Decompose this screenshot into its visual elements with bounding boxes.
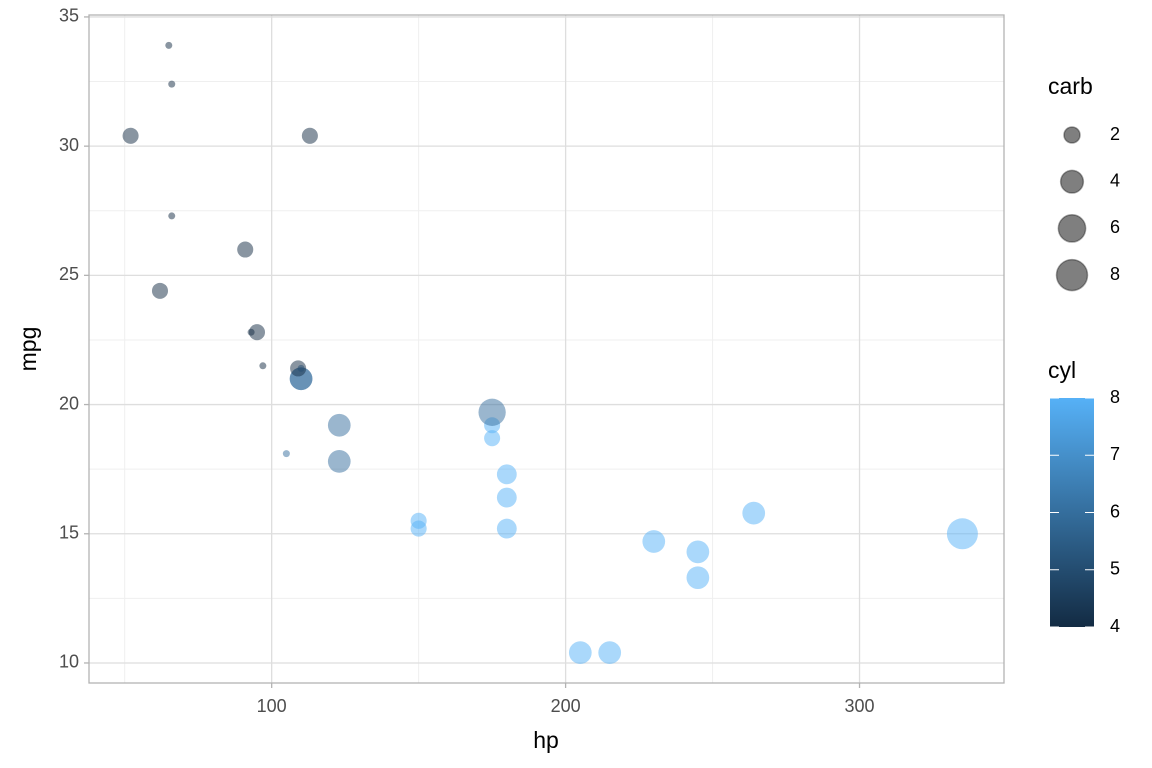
point xyxy=(686,540,710,564)
y-tick-label: 15 xyxy=(59,523,79,543)
legend-key xyxy=(1059,169,1085,194)
legend-key xyxy=(1057,214,1087,243)
y-tick-label: 35 xyxy=(59,6,79,26)
panel-border xyxy=(88,14,1005,684)
legend-label: 4 xyxy=(1110,170,1120,190)
color-legend-title: cyl xyxy=(1048,357,1076,383)
legend-label: 8 xyxy=(1110,264,1120,284)
legend-key xyxy=(1055,258,1089,292)
point xyxy=(282,450,290,458)
x-tick-label: 300 xyxy=(845,696,875,716)
point xyxy=(168,212,176,220)
point xyxy=(237,241,254,258)
y-axis-title: mpg xyxy=(15,327,41,372)
point xyxy=(301,127,318,144)
point xyxy=(568,641,592,664)
legend-label: 2 xyxy=(1110,124,1120,144)
point xyxy=(122,127,139,144)
colorbar-label: 6 xyxy=(1110,501,1120,521)
y-tick-label: 10 xyxy=(59,652,79,672)
x-tick-label: 200 xyxy=(551,696,581,716)
point xyxy=(259,362,267,370)
colorbar-label: 4 xyxy=(1110,616,1120,636)
point xyxy=(686,566,710,590)
point xyxy=(642,530,666,553)
size-legend-title: carb xyxy=(1048,73,1093,99)
point xyxy=(946,518,978,550)
point xyxy=(248,324,266,341)
point xyxy=(327,413,351,437)
point xyxy=(410,520,427,537)
point xyxy=(496,487,517,508)
y-tick-label: 30 xyxy=(59,135,79,155)
point xyxy=(478,398,506,426)
point xyxy=(496,518,517,539)
point xyxy=(598,641,622,664)
colorbar-label: 8 xyxy=(1110,387,1120,407)
point xyxy=(484,430,501,447)
point xyxy=(327,450,351,473)
x-axis-title: hp xyxy=(533,727,559,753)
x-tick-label: 100 xyxy=(257,696,287,716)
legend-label: 6 xyxy=(1110,217,1120,237)
colorbar-label: 7 xyxy=(1110,444,1120,464)
y-tick-label: 20 xyxy=(59,393,79,413)
point xyxy=(742,501,766,525)
point xyxy=(165,41,173,49)
colorbar-label: 5 xyxy=(1110,559,1120,579)
point xyxy=(290,360,307,377)
point xyxy=(496,464,517,485)
y-tick-label: 25 xyxy=(59,264,79,284)
point xyxy=(168,80,176,88)
legend-key xyxy=(1063,126,1081,144)
point xyxy=(151,282,169,299)
